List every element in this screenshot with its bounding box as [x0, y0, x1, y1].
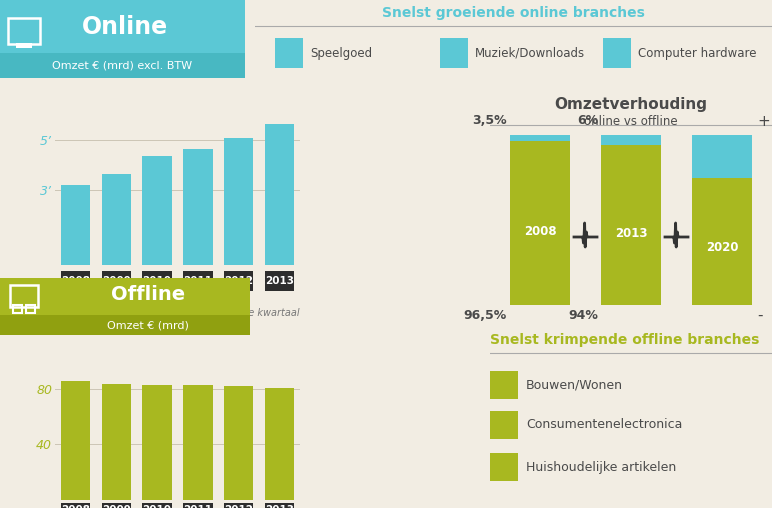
Text: 2013: 2013: [265, 505, 294, 508]
Text: Speelgoed: Speelgoed: [310, 47, 372, 59]
Text: Huishoudelijke artikelen: Huishoudelijke artikelen: [526, 460, 676, 473]
Bar: [61, 271, 90, 291]
Text: 96,5%: 96,5%: [464, 309, 507, 322]
Bar: [490, 453, 518, 481]
Text: 2008: 2008: [61, 505, 90, 508]
Text: online vs offline: online vs offline: [584, 115, 678, 128]
Bar: [183, 149, 212, 265]
Bar: [224, 138, 253, 265]
Bar: [0, 278, 250, 315]
Text: 2013: 2013: [265, 276, 294, 286]
Bar: [183, 503, 212, 508]
Text: 2012: 2012: [224, 276, 253, 286]
Text: 3,5%: 3,5%: [472, 114, 507, 127]
Bar: [224, 386, 253, 500]
Text: 2011: 2011: [184, 505, 212, 508]
Bar: [142, 503, 172, 508]
Bar: [265, 271, 294, 291]
Text: Omzetverhouding: Omzetverhouding: [554, 97, 707, 112]
Text: 2008: 2008: [523, 225, 557, 238]
Bar: [102, 271, 131, 291]
Bar: [490, 411, 518, 439]
Text: Consumentenelectronica: Consumentenelectronica: [526, 419, 682, 431]
Bar: [102, 503, 131, 508]
Text: 2010: 2010: [143, 276, 171, 286]
Bar: [13, 305, 22, 313]
Bar: [510, 141, 570, 305]
Bar: [224, 503, 253, 508]
Bar: [265, 124, 294, 265]
Text: 2009: 2009: [102, 505, 130, 508]
Text: 2013: 2013: [615, 227, 647, 240]
Bar: [601, 135, 661, 145]
Bar: [142, 271, 172, 291]
Bar: [265, 503, 294, 508]
Bar: [102, 384, 131, 500]
Bar: [603, 38, 631, 68]
Text: Snelst krimpende offline branches: Snelst krimpende offline branches: [490, 333, 760, 347]
Bar: [61, 185, 90, 265]
Text: Offline: Offline: [111, 285, 185, 304]
Text: +: +: [757, 114, 770, 129]
Text: 2020: 2020: [706, 241, 738, 254]
Bar: [224, 271, 253, 291]
Bar: [601, 145, 661, 305]
Text: 94%: 94%: [568, 309, 598, 322]
Text: Snelst groeiende online branches: Snelst groeiende online branches: [381, 6, 645, 20]
Bar: [61, 503, 90, 508]
Text: 2008: 2008: [61, 276, 90, 286]
Bar: [275, 38, 303, 68]
Bar: [16, 43, 32, 48]
Bar: [0, 53, 245, 78]
Text: 2011: 2011: [184, 276, 212, 286]
Text: 2012: 2012: [224, 505, 253, 508]
Bar: [26, 305, 35, 313]
Bar: [8, 18, 40, 44]
Text: Bouwen/Wonen: Bouwen/Wonen: [526, 378, 623, 392]
Bar: [0, 0, 245, 53]
Bar: [510, 135, 570, 141]
Bar: [142, 385, 172, 500]
Bar: [183, 385, 212, 500]
Text: Online: Online: [82, 15, 168, 39]
Bar: [440, 38, 468, 68]
Bar: [142, 156, 172, 265]
Text: 2010: 2010: [143, 505, 171, 508]
Text: 2009: 2009: [102, 276, 130, 286]
Bar: [490, 371, 518, 399]
Text: Muziek/Downloads: Muziek/Downloads: [475, 47, 585, 59]
Text: Computer hardware: Computer hardware: [638, 47, 757, 59]
Bar: [265, 388, 294, 500]
Bar: [692, 135, 752, 177]
Text: 3e kwartaal: 3e kwartaal: [242, 308, 300, 318]
Bar: [10, 285, 38, 307]
Text: Omzet € (mrd): Omzet € (mrd): [107, 320, 189, 330]
Bar: [183, 271, 212, 291]
Text: -: -: [757, 308, 763, 323]
Bar: [61, 381, 90, 500]
Bar: [0, 315, 250, 335]
Bar: [102, 174, 131, 265]
Text: 6%: 6%: [577, 114, 598, 127]
Text: Omzet € (mrd) excl. BTW: Omzet € (mrd) excl. BTW: [52, 61, 192, 71]
Bar: [692, 177, 752, 305]
